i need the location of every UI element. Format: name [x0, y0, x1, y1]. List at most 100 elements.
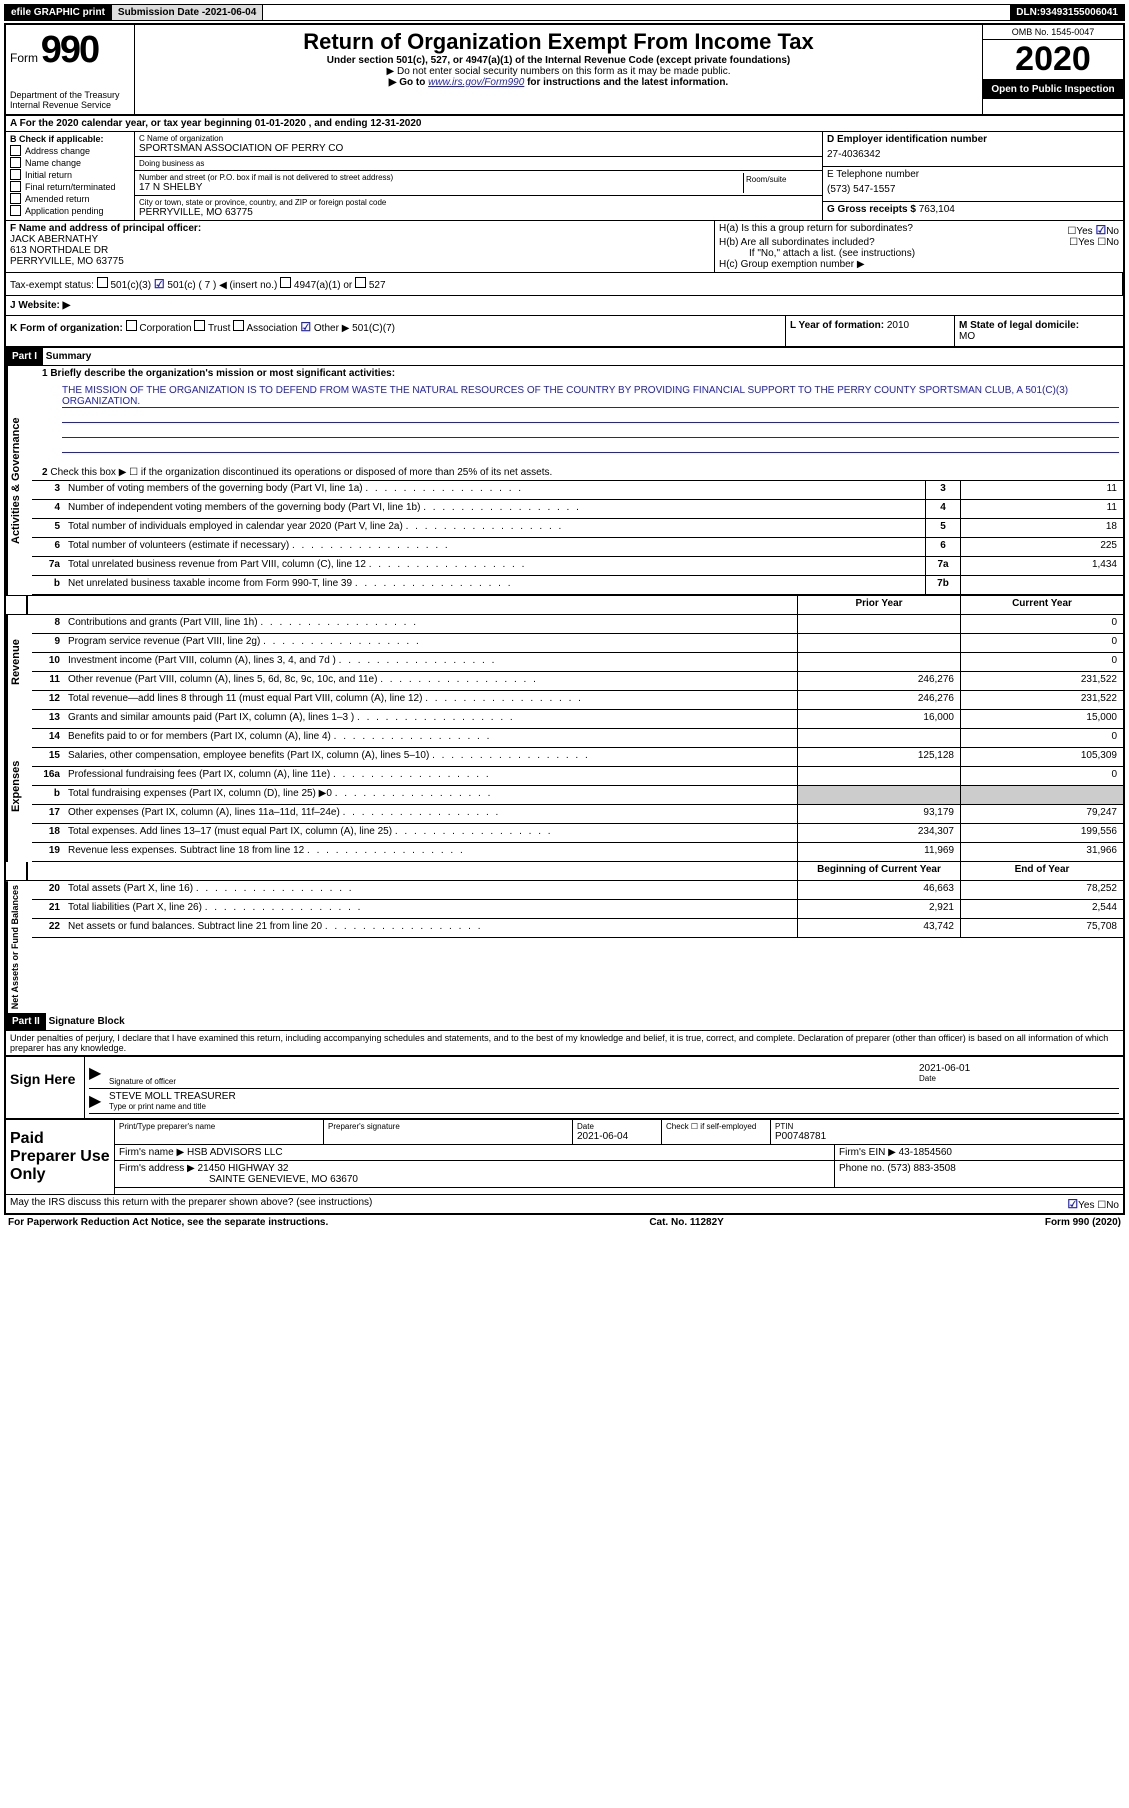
city-box: City or town, state or province, country…: [135, 196, 822, 220]
line-row-22: 22Net assets or fund balances. Subtract …: [32, 919, 1123, 938]
cb-address-change[interactable]: Address change: [10, 145, 130, 156]
cb-501c-checked[interactable]: ☑: [154, 277, 165, 291]
officer-label: F Name and address of principal officer:: [10, 223, 710, 234]
cb-amended-return[interactable]: Amended return: [10, 193, 130, 204]
sig-date-label: Date: [919, 1074, 1119, 1083]
sidebar-expenses: Expenses: [6, 710, 32, 862]
part2-header: Part II Signature Block: [6, 1013, 1123, 1031]
form-container: Form 990 Department of the Treasury Inte…: [4, 23, 1125, 1215]
ha-text: H(a) Is this a group return for subordin…: [719, 223, 913, 237]
arrow-icon: ▶: [89, 1091, 109, 1111]
part1-title: Summary: [46, 351, 92, 362]
firm-addr-label: Firm's address ▶: [119, 1163, 195, 1174]
cb-final-return[interactable]: Final return/terminated: [10, 181, 130, 192]
ein-value: 27-4036342: [827, 145, 1119, 164]
activities-section: Activities & Governance 1 Briefly descri…: [6, 366, 1123, 595]
cb-corp[interactable]: [126, 320, 137, 331]
paid-row-1: Print/Type preparer's name Preparer's si…: [115, 1120, 1123, 1145]
cb-name-change[interactable]: Name change: [10, 157, 130, 168]
header-row: Form 990 Department of the Treasury Inte…: [6, 25, 1123, 116]
self-employed-cb[interactable]: Check ☐ if self-employed: [662, 1120, 771, 1144]
open-inspection: Open to Public Inspection: [983, 80, 1123, 99]
tax-exempt-label: Tax-exempt status:: [10, 280, 94, 291]
line-row-10: 10Investment income (Part VIII, column (…: [32, 653, 1123, 672]
line-row-14: 14Benefits paid to or for members (Part …: [32, 729, 1123, 748]
footer-center: Cat. No. 11282Y: [649, 1217, 723, 1228]
firm-name: HSB ADVISORS LLC: [187, 1147, 283, 1158]
cb-application-pending[interactable]: Application pending: [10, 205, 130, 216]
line-row-8: 8Contributions and grants (Part VIII, li…: [32, 615, 1123, 634]
col-c-name: C Name of organization SPORTSMAN ASSOCIA…: [135, 132, 823, 220]
cb-assoc[interactable]: [233, 320, 244, 331]
title-col: Return of Organization Exempt From Incom…: [135, 25, 982, 114]
sidebar-revenue: Revenue: [6, 615, 32, 710]
discuss-yesno[interactable]: ☑Yes ☐No: [1067, 1197, 1119, 1211]
hb-yesno[interactable]: ☐Yes ☐No: [1069, 237, 1119, 248]
tax-exempt-col: Tax-exempt status: 501(c)(3) ☑ 501(c) ( …: [6, 273, 1123, 295]
part1-header: Part I Summary: [6, 348, 1123, 366]
ptin-value: P00748781: [775, 1131, 1119, 1142]
submission-date: Submission Date - 2021-06-04: [112, 5, 263, 20]
subdate-label: Submission Date -: [118, 7, 205, 18]
cb-527[interactable]: [355, 277, 366, 288]
col-l-yearformation: L Year of formation: 2010: [786, 316, 955, 346]
l-value: 2010: [887, 320, 909, 331]
ptin-label: PTIN: [775, 1122, 1119, 1131]
arrow-icon: ▶: [89, 1063, 109, 1086]
irs-link[interactable]: www.irs.gov/Form990: [428, 77, 524, 88]
mission-text: THE MISSION OF THE ORGANIZATION IS TO DE…: [62, 385, 1119, 408]
paid-label: Paid Preparer Use Only: [6, 1120, 115, 1194]
gross-value: 763,104: [919, 204, 955, 215]
sig-date: 2021-06-01: [919, 1063, 1119, 1074]
col-b-checkboxes: B Check if applicable: Address change Na…: [6, 132, 135, 220]
tel-label: E Telephone number: [827, 169, 1119, 180]
firm-ein-label: Firm's EIN ▶: [839, 1147, 896, 1158]
preparer-date-label: Date: [577, 1122, 657, 1131]
cb-trust[interactable]: [194, 320, 205, 331]
hdr-curr: Current Year: [960, 596, 1123, 614]
paid-preparer-block: Paid Preparer Use Only Print/Type prepar…: [6, 1118, 1123, 1194]
cb-501c3[interactable]: [97, 277, 108, 288]
cb-initial-return[interactable]: Initial return: [10, 169, 130, 180]
line-row-20: 20Total assets (Part X, line 16) 46,6637…: [32, 881, 1123, 900]
col-k-formorg: K Form of organization: Corporation Trus…: [6, 316, 786, 346]
sig-officer-label: Signature of officer: [109, 1077, 919, 1086]
line-row-19: 19Revenue less expenses. Subtract line 1…: [32, 843, 1123, 862]
column-headers-row2: Beginning of Current Year End of Year: [6, 862, 1123, 881]
col-defg: D Employer identification number 27-4036…: [823, 132, 1123, 220]
ha-yesno[interactable]: ☐Yes ☑No: [1067, 223, 1119, 237]
title-main: Return of Organization Exempt From Incom…: [139, 29, 978, 55]
part2-title: Signature Block: [49, 1016, 125, 1027]
org-name-box: C Name of organization SPORTSMAN ASSOCIA…: [135, 132, 822, 157]
cb-4947[interactable]: [280, 277, 291, 288]
dba-label: Doing business as: [139, 159, 818, 168]
line-row-16a: 16aProfessional fundraising fees (Part I…: [32, 767, 1123, 786]
row-j-website: J Website: ▶: [6, 296, 1123, 316]
efile-button[interactable]: efile GRAPHIC print: [5, 5, 112, 20]
penalties-text: Under penalties of perjury, I declare th…: [6, 1031, 1123, 1055]
line-row-3: 3Number of voting members of the governi…: [32, 481, 1123, 500]
org-name-value: SPORTSMAN ASSOCIATION OF PERRY CO: [139, 143, 818, 154]
row-klm: K Form of organization: Corporation Trus…: [6, 316, 1123, 348]
line-row-21: 21Total liabilities (Part X, line 26) 2,…: [32, 900, 1123, 919]
col-b-label: B Check if applicable:: [10, 134, 130, 144]
col-h-group: H(a) Is this a group return for subordin…: [715, 221, 1123, 272]
q1-label: 1 Briefly describe the organization's mi…: [32, 366, 1123, 381]
firm-label: Firm's name ▶: [119, 1147, 184, 1158]
col-f-officer: F Name and address of principal officer:…: [6, 221, 715, 272]
line-row-6: 6Total number of volunteers (estimate if…: [32, 538, 1123, 557]
note2-post: for instructions and the latest informat…: [527, 77, 728, 88]
dln-label: DLN:: [1016, 7, 1040, 18]
firm-addr1: 21450 HIGHWAY 32: [198, 1163, 289, 1174]
preparer-sig-label: Preparer's signature: [328, 1122, 568, 1131]
footer-right: Form 990 (2020): [1045, 1217, 1121, 1228]
cb-other-checked[interactable]: ☑: [300, 320, 311, 334]
footer: For Paperwork Reduction Act Notice, see …: [4, 1215, 1125, 1230]
hb-note: If "No," attach a list. (see instruction…: [719, 248, 1119, 259]
officer-addr1: 613 NORTHDALE DR: [10, 245, 710, 256]
title-note2: ▶ Go to www.irs.gov/Form990 for instruct…: [139, 77, 978, 88]
sig-name-row: ▶ STEVE MOLL TREASURER Type or print nam…: [89, 1089, 1119, 1114]
mission-block: THE MISSION OF THE ORGANIZATION IS TO DE…: [32, 381, 1123, 465]
hc-text: H(c) Group exemption number ▶: [719, 259, 1119, 270]
line-row-9: 9Program service revenue (Part VIII, lin…: [32, 634, 1123, 653]
